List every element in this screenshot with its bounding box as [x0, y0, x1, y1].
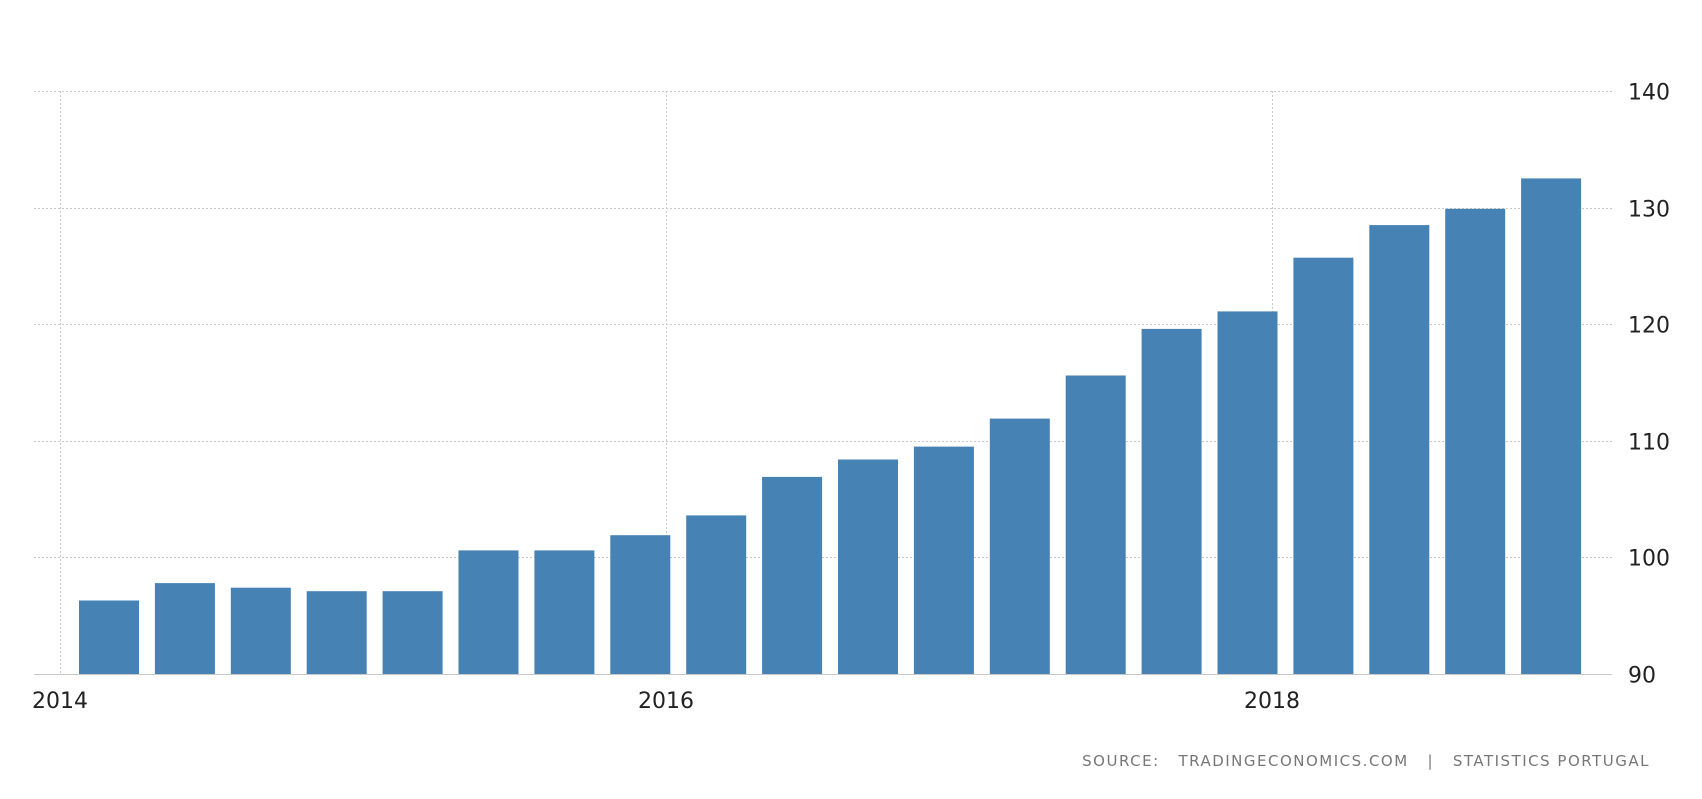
bar-2015-Q1 — [382, 591, 443, 674]
x-tick-label: 2016 — [638, 689, 694, 714]
bar-2018-Q1 — [1293, 257, 1354, 674]
source-provider: STATISTICS PORTUGAL — [1452, 752, 1650, 770]
x-tick-label: 2014 — [32, 689, 88, 714]
source-note: SOURCE: TRADINGECONOMICS.COM | STATISTIC… — [1082, 752, 1650, 770]
source-site: TRADINGECONOMICS.COM — [1178, 752, 1409, 770]
bars — [79, 178, 1582, 675]
y-axis: 90 100 110 120 130 140 — [1628, 81, 1670, 689]
bar-2018-Q3 — [1445, 208, 1506, 675]
bar-2016-Q4 — [913, 446, 974, 674]
bar-2015-Q3 — [534, 550, 595, 674]
bar-2015-Q4 — [610, 535, 671, 674]
y-tick-label: 140 — [1628, 81, 1670, 106]
bar-2016-Q2 — [762, 476, 823, 674]
bar-2015-Q2 — [458, 550, 519, 674]
bar-2014-Q1 — [79, 600, 139, 674]
y-tick-label: 90 — [1628, 664, 1656, 689]
source-separator: | — [1427, 752, 1435, 770]
x-tick-label: 2018 — [1244, 689, 1300, 714]
x-axis: 2014 2016 2018 — [32, 689, 1300, 714]
bar-2014-Q2 — [154, 583, 215, 674]
bar-2017-Q2 — [1065, 375, 1126, 674]
y-tick-label: 110 — [1628, 431, 1670, 456]
bar-2014-Q4 — [306, 591, 367, 674]
bar-2016-Q3 — [838, 459, 898, 674]
source-prefix: SOURCE: — [1082, 752, 1160, 770]
bar-2017-Q3 — [1141, 328, 1202, 674]
bar-2017-Q4 — [1217, 311, 1278, 674]
bar-2018-Q4 — [1521, 178, 1582, 674]
bar-2018-Q2 — [1369, 225, 1430, 674]
y-tick-label: 100 — [1628, 547, 1670, 572]
bar-2017-Q1 — [989, 418, 1050, 674]
y-tick-label: 130 — [1628, 198, 1670, 223]
bar-2014-Q3 — [230, 587, 291, 674]
bar-2016-Q1 — [686, 515, 747, 674]
y-tick-label: 120 — [1628, 314, 1670, 339]
